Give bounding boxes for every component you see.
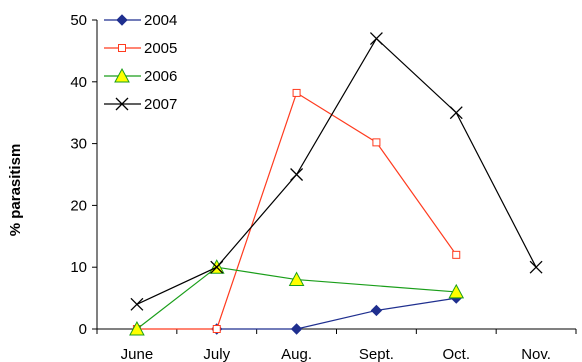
data-point-2007 (529, 260, 543, 274)
series-line-2007 (136, 37, 537, 305)
data-point-2007 (130, 297, 144, 311)
series-2004 (211, 292, 462, 335)
x-tick-label: Oct. (442, 346, 470, 362)
data-point-2005 (212, 325, 221, 333)
legend-item-2007: 2007 (104, 96, 177, 113)
data-point-2007 (290, 168, 304, 181)
y-tick-label: 0 (79, 321, 87, 338)
data-point-2007 (369, 32, 383, 45)
x-tick-label: July (203, 346, 230, 362)
legend-marker-2004 (116, 14, 128, 26)
data-point-2004 (290, 323, 303, 335)
series-line-2005 (136, 92, 457, 330)
data-point-2006 (448, 283, 465, 299)
series-2005 (132, 88, 461, 333)
y-tick-label: 40 (70, 74, 87, 91)
legend-label: 2006 (144, 68, 177, 85)
data-point-2007 (449, 106, 463, 120)
data-point-2007 (210, 260, 224, 274)
series-layer (129, 32, 543, 336)
legend-item-2005: 2005 (104, 40, 177, 57)
x-tick-label: Nov. (521, 346, 551, 362)
series-line-2004 (216, 297, 457, 330)
data-point-2006 (129, 320, 145, 336)
y-tick-label: 30 (70, 136, 87, 153)
legend-label: 2007 (144, 96, 177, 113)
x-tick-label: June (121, 346, 154, 362)
y-tick-label: 20 (70, 197, 87, 214)
axes: 0 10 20 30 40 50 June July Aug. Sept. Oct. Nov. (70, 12, 577, 362)
legend-item-2006: 2006 (104, 67, 177, 85)
data-point-2004 (370, 304, 383, 317)
series-line-2006 (136, 266, 457, 330)
legend-item-2004: 2004 (104, 12, 177, 29)
series-2006 (129, 259, 465, 336)
y-axis-title: % parasitism (7, 144, 24, 237)
data-point-2005 (292, 88, 301, 97)
series-2007 (130, 32, 543, 311)
data-point-2005 (452, 250, 461, 259)
x-tick-label: Aug. (281, 346, 312, 362)
y-tick-label: 10 (70, 259, 87, 276)
x-tick-label: Sept. (359, 346, 394, 362)
legend: 2004 2005 2006 2007 (104, 12, 177, 113)
data-point-2006 (288, 271, 305, 287)
legend-label: 2005 (144, 40, 177, 57)
y-tick-label: 50 (70, 12, 87, 29)
legend-label: 2004 (144, 12, 177, 29)
legend-marker-2005 (118, 44, 126, 52)
legend-marker-2007 (115, 97, 129, 111)
legend-marker-2006 (114, 67, 130, 83)
data-point-2005 (372, 138, 381, 147)
